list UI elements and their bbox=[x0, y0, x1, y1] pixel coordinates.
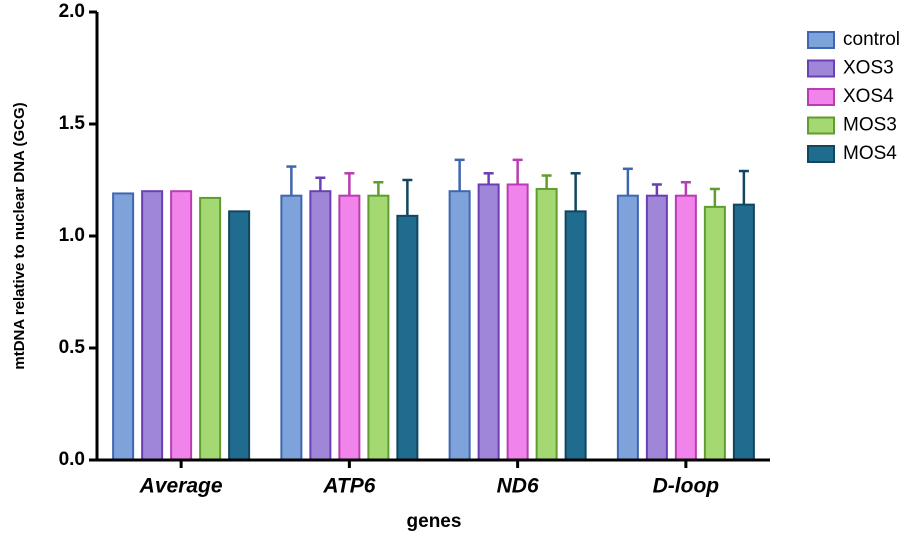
bar bbox=[506, 183, 529, 461]
legend-swatch bbox=[807, 59, 835, 78]
bar bbox=[396, 214, 419, 461]
bar bbox=[141, 190, 164, 461]
legend-swatch bbox=[807, 116, 835, 135]
y-axis-title: mtDNA relative to nuclear DNA (GCG) bbox=[11, 102, 28, 369]
y-tick-label: 1.0 bbox=[59, 225, 85, 246]
bar bbox=[170, 190, 193, 461]
bar bbox=[112, 192, 135, 461]
bar bbox=[645, 194, 668, 461]
legend-swatch bbox=[807, 145, 835, 163]
x-tick-label: ND6 bbox=[497, 475, 539, 498]
legend-swatch bbox=[807, 88, 835, 106]
bar bbox=[338, 194, 361, 461]
legend-label: control bbox=[843, 29, 900, 50]
legend-label: MOS3 bbox=[843, 115, 897, 136]
bar bbox=[367, 194, 390, 461]
bar bbox=[309, 190, 332, 461]
bar bbox=[564, 210, 587, 461]
bar bbox=[535, 187, 558, 462]
bar bbox=[228, 210, 251, 461]
x-tick-label: ATP6 bbox=[322, 475, 375, 498]
bar bbox=[616, 194, 639, 461]
x-axis-title: genes bbox=[407, 511, 462, 532]
x-tick-label: D-loop bbox=[653, 475, 720, 498]
bar bbox=[703, 205, 726, 461]
legend-label: XOS3 bbox=[843, 58, 894, 79]
x-tick-label: Average bbox=[139, 475, 223, 498]
legend-label: XOS4 bbox=[843, 86, 894, 107]
bar bbox=[477, 183, 500, 461]
legend-swatch bbox=[807, 31, 835, 49]
bar bbox=[732, 203, 755, 461]
y-tick-label: 0.0 bbox=[59, 449, 85, 470]
legend-label: MOS4 bbox=[843, 143, 897, 164]
bar bbox=[674, 194, 697, 461]
y-tick-label: 2.0 bbox=[59, 1, 85, 22]
y-tick-label: 0.5 bbox=[59, 337, 86, 358]
y-tick-label: 1.5 bbox=[59, 113, 86, 134]
bar bbox=[280, 194, 303, 461]
bar bbox=[448, 190, 471, 461]
bar bbox=[199, 196, 222, 461]
